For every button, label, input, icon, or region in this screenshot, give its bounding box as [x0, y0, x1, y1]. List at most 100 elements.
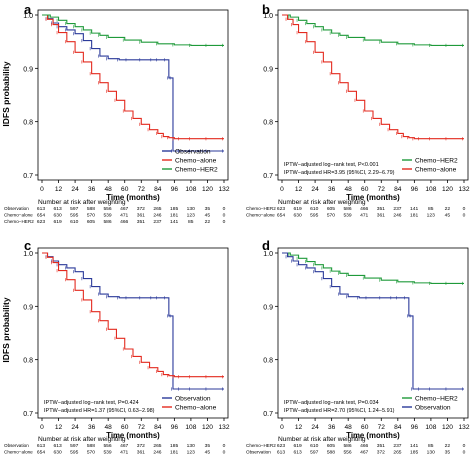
- risk-value: 466: [360, 443, 368, 449]
- risk-value: 0: [463, 213, 466, 219]
- y-tick-label: 0.7: [23, 173, 33, 180]
- x-tick-label: 24: [311, 186, 319, 193]
- x-axis-label: Time (months): [106, 193, 160, 202]
- risk-value: 372: [137, 206, 145, 212]
- risk-value: 595: [70, 213, 78, 219]
- x-tick-label: 24: [71, 424, 79, 431]
- censor-marks-observation: [45, 17, 223, 153]
- x-tick-label: 108: [185, 186, 196, 193]
- risk-value: 586: [343, 206, 351, 212]
- x-tick-label: 60: [361, 186, 369, 193]
- risk-value: 619: [54, 219, 62, 225]
- annotation-text: IPTW−adjusted HR=2.70 (95%CI, 1.24−5.91): [284, 408, 395, 414]
- x-tick-label: 132: [218, 424, 229, 431]
- risk-value: 595: [310, 213, 318, 219]
- risk-value: 185: [170, 206, 178, 212]
- risk-value: 141: [170, 219, 178, 225]
- y-tick-label: 0.8: [23, 120, 33, 127]
- risk-table-title: Number at risk after weighting: [278, 436, 366, 443]
- risk-value: 613: [277, 450, 285, 456]
- risk-value: 467: [360, 450, 368, 456]
- risk-value: 181: [170, 450, 178, 456]
- plot-frame: [277, 9, 469, 181]
- y-tick-label: 0.8: [23, 358, 33, 365]
- risk-table-title: Number at risk after weighting: [278, 199, 366, 206]
- risk-value: 130: [187, 443, 195, 449]
- risk-value: 45: [205, 450, 211, 456]
- risk-value: 237: [153, 219, 161, 225]
- risk-value: 351: [137, 219, 145, 225]
- series-line-chemo-alone: [42, 252, 224, 378]
- y-tick-label: 0.7: [263, 411, 273, 418]
- annotation-text: IPTW−adjusted log−rank test, P=0.034: [284, 400, 379, 406]
- risk-value: 265: [393, 450, 401, 456]
- risk-value: 237: [393, 206, 401, 212]
- panel-letter: b: [262, 2, 270, 17]
- x-tick-label: 120: [442, 186, 453, 193]
- risk-value: 351: [377, 206, 385, 212]
- risk-value: 0: [223, 443, 226, 449]
- risk-value: 45: [205, 213, 211, 219]
- risk-value: 597: [70, 206, 78, 212]
- plot-frame: [37, 247, 229, 419]
- censor-marks-chemo-her2: [288, 15, 463, 47]
- series-line-observation: [42, 252, 224, 390]
- x-tick-label: 108: [425, 424, 436, 431]
- series-line-chemo-her2: [282, 252, 464, 284]
- risk-value: 22: [205, 219, 211, 225]
- risk-value: 623: [277, 443, 285, 449]
- risk-value: 588: [87, 443, 95, 449]
- risk-value: 623: [277, 206, 285, 212]
- x-tick-label: 84: [394, 186, 402, 193]
- risk-value: 539: [103, 213, 111, 219]
- risk-value: 613: [54, 443, 62, 449]
- risk-value: 613: [294, 450, 302, 456]
- risk-value: 237: [393, 443, 401, 449]
- y-tick-label: 0.9: [263, 304, 273, 311]
- risk-value: 85: [428, 206, 434, 212]
- x-tick-label: 96: [411, 424, 419, 431]
- x-tick-label: 96: [411, 186, 419, 193]
- censor-marks-observation: [45, 255, 223, 391]
- y-tick-label: 0.8: [263, 358, 273, 365]
- risk-row-label: Observation: [4, 443, 29, 448]
- risk-value: 654: [37, 213, 45, 219]
- risk-value: 130: [187, 206, 195, 212]
- risk-row-label: Chemo−HER2: [4, 219, 34, 224]
- ylabel-bottom: IDFS probability: [1, 297, 11, 362]
- risk-value: 35: [445, 450, 451, 456]
- x-tick-label: 84: [154, 186, 162, 193]
- x-tick-label: 108: [185, 424, 196, 431]
- risk-value: 181: [170, 213, 178, 219]
- y-tick-label: 1.0: [23, 251, 33, 258]
- x-tick-label: 120: [202, 424, 213, 431]
- risk-value: 246: [393, 213, 401, 219]
- risk-value: 570: [87, 450, 95, 456]
- risk-value: 610: [310, 443, 318, 449]
- risk-value: 0: [223, 219, 226, 225]
- x-tick-label: 12: [55, 186, 63, 193]
- legend-label: Chemo−HER2: [415, 396, 458, 403]
- legend-label: Chemo−alone: [175, 405, 217, 412]
- x-tick-label: 48: [105, 186, 113, 193]
- risk-value: 130: [427, 450, 435, 456]
- panel-b: b 0.7 0.8 0.9 1.0 0 12 24 36 48 60 72 84 96 108 120 132 T…: [246, 2, 470, 219]
- x-tick-label: 12: [295, 186, 303, 193]
- risk-value: 605: [327, 443, 335, 449]
- series-line-observation: [42, 14, 224, 152]
- risk-value: 85: [428, 443, 434, 449]
- x-tick-label: 36: [88, 186, 96, 193]
- x-tick-label: 72: [378, 424, 386, 431]
- x-tick-label: 96: [171, 186, 179, 193]
- risk-value: 471: [360, 213, 368, 219]
- series-line-chemo-alone: [282, 14, 464, 140]
- plot-frame: [37, 9, 229, 181]
- risk-value: 610: [310, 206, 318, 212]
- x-tick-label: 0: [280, 186, 284, 193]
- risk-value: 619: [294, 443, 302, 449]
- y-tick-label: 0.8: [263, 120, 273, 127]
- risk-table-title: Number at risk after weighting: [38, 199, 126, 206]
- censor-marks-observation: [285, 255, 463, 391]
- risk-value: 246: [153, 450, 161, 456]
- risk-value: 556: [103, 443, 111, 449]
